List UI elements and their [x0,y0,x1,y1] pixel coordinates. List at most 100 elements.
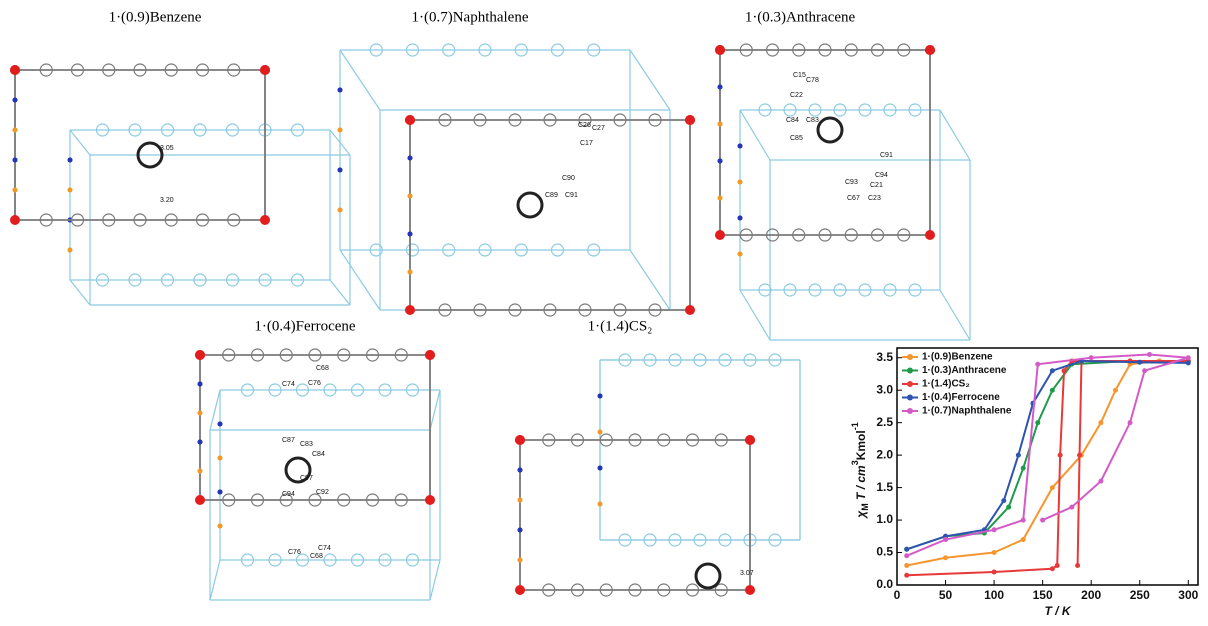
data-point [1075,563,1080,568]
panel-label: 1·(0.4)Ferrocene [254,318,356,334]
legend-marker [907,381,913,387]
legend-marker [907,408,913,414]
data-point [1137,360,1142,365]
atom-label: C15 [793,72,806,79]
atom [13,158,18,163]
atom-label: 3.20 [160,197,174,204]
x-tick-label: 300 [1178,588,1198,602]
atom [738,180,743,185]
atom-label: C67 [847,195,860,202]
atom [13,188,18,193]
atom [218,422,223,427]
y-tick-label: 2.5 [876,415,893,429]
data-point [904,553,909,558]
atom [598,430,603,435]
data-point [1050,485,1055,490]
atom [198,382,203,387]
y-tick-label: 3.5 [876,350,893,364]
x-tick-label: 100 [984,588,1004,602]
legend-marker [907,395,913,401]
figure: 1·(0.9)Benzene 3.05 3.20 1·(0.7)Naphthalene… [0,0,1208,621]
atom-label: C17 [580,140,593,147]
panel-label: 1·(0.3)Anthracene [745,9,856,25]
atom [338,208,343,213]
atom-label: C93 [845,179,858,186]
atom [738,216,743,221]
atom-label: C94 [875,172,888,179]
data-point [1147,352,1152,357]
atom [338,128,343,133]
atom [68,248,73,253]
data-point [1128,420,1133,425]
x-tick-label: 200 [1081,588,1101,602]
atom [408,270,413,275]
data-point [1062,368,1067,373]
metal-node [195,495,205,505]
data-point [992,570,997,575]
metal-node [425,495,435,505]
data-point [1069,505,1074,510]
atom-label: C97 [300,475,313,482]
legend-marker [907,368,913,374]
atom [598,502,603,507]
atom-label: C83 [300,441,313,448]
atom-label: 3.05 [160,145,174,152]
metal-node [405,305,415,315]
atom-label: C74 [318,545,331,552]
data-point [1021,518,1026,523]
data-point [1021,537,1026,542]
data-point [1113,388,1118,393]
atom [338,168,343,173]
metal-node [405,115,415,125]
atom-label: C87 [282,437,295,444]
atom-label: C74 [282,381,295,388]
data-point [1050,368,1055,373]
legend-label: 1·(0.7)Naphthalene [922,406,1012,417]
metal-node [195,350,205,360]
y-tick-label: 3.0 [876,382,893,396]
atom-label: C83 [806,117,819,124]
atom-label: C91 [880,152,893,159]
y-tick-label: 2.0 [876,447,893,461]
atom-label: C68 [310,553,323,560]
atom-label: C23 [868,195,881,202]
atom [518,528,523,533]
atom [518,468,523,473]
atom-label: C76 [308,380,321,387]
atom [198,440,203,445]
atom-label: C21 [870,182,883,189]
data-point [1035,420,1040,425]
atom [738,252,743,257]
atom [718,122,723,127]
atom [68,188,73,193]
atom [718,85,723,90]
x-tick-label: 250 [1130,588,1150,602]
x-axis-label: T / K [1045,604,1072,618]
y-tick-label: 1.5 [876,480,893,494]
data-point [992,550,997,555]
metal-node [685,115,695,125]
metal-node [515,585,525,595]
atom-label: C27 [592,125,605,132]
data-point [1050,388,1055,393]
metal-node [425,350,435,360]
metal-node [260,65,270,75]
atom-label: C94 [282,491,295,498]
atom [13,98,18,103]
atom [718,159,723,164]
data-point [1050,566,1055,571]
atom-label: C90 [562,175,575,182]
legend-label: 1·(0.9)Benzene [922,352,993,363]
atom [338,88,343,93]
metal-node [715,45,725,55]
data-point [1077,453,1082,458]
atom-label: C76 [288,549,301,556]
atom [218,490,223,495]
x-tick-label: 150 [1033,588,1053,602]
atom [518,498,523,503]
atom [518,558,523,563]
metal-node [685,305,695,315]
legend-marker [907,354,913,360]
metal-node [745,585,755,595]
data-point [1055,563,1060,568]
